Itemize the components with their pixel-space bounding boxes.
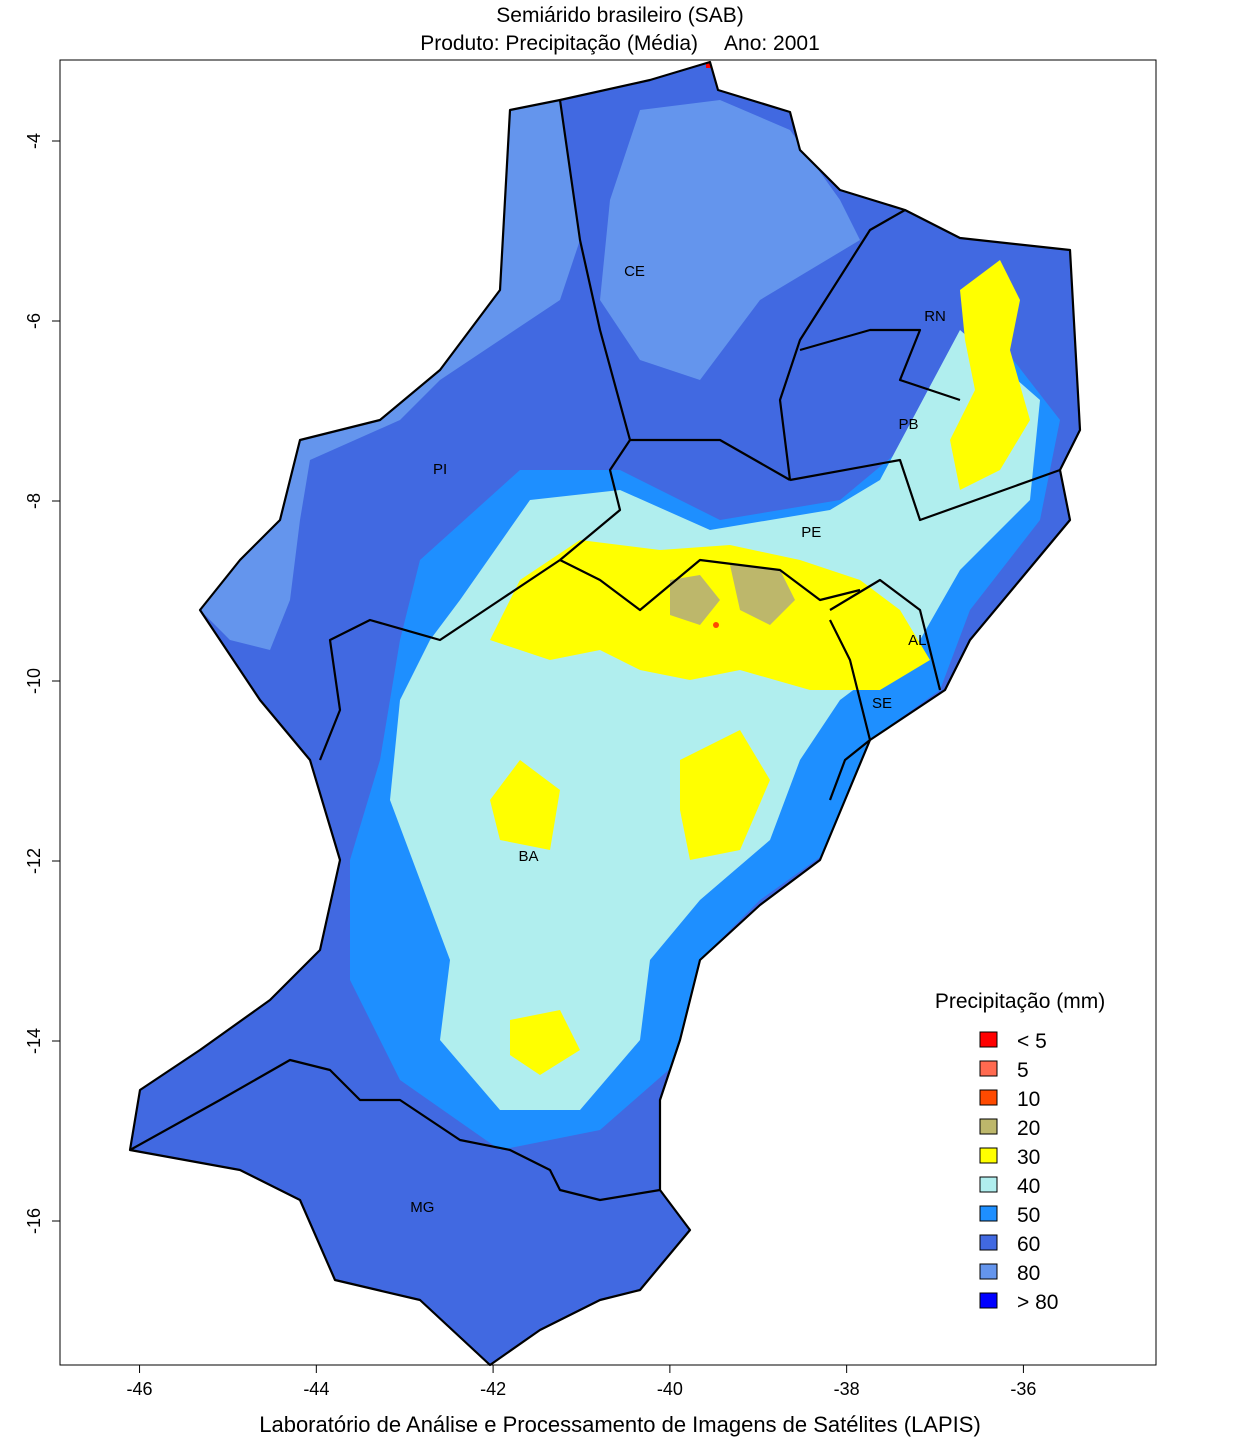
state-label-ce: CE (624, 263, 645, 280)
zone-80-north (600, 100, 860, 380)
legend-swatch (979, 1234, 998, 1251)
state-label-pb: PB (899, 416, 919, 433)
x-tick-label: -44 (303, 1379, 329, 1399)
y-tick-label: -12 (24, 848, 44, 874)
legend-swatch (979, 1292, 998, 1309)
border-ce-rn (778, 209, 906, 481)
x-tick-label: -36 (1010, 1379, 1036, 1399)
legend-label: 40 (1017, 1175, 1040, 1198)
border-pb-pe (789, 458, 1061, 522)
border-pi-ba (318, 559, 561, 761)
zone-30-south-a (490, 760, 560, 850)
y-tick-label: -14 (24, 1028, 44, 1054)
zone-40 (390, 330, 1040, 1110)
border-ba-mg (129, 1058, 661, 1202)
x-tick-label: -46 (127, 1379, 153, 1399)
legend-label: < 5 (1017, 1030, 1047, 1053)
legend-swatch (979, 1147, 998, 1164)
y-tick-label: -10 (24, 668, 44, 694)
zone-30-central (490, 540, 930, 690)
legend-label: 5 (1017, 1059, 1029, 1082)
state-label-se: SE (872, 695, 892, 712)
x-tick-label: -40 (657, 1379, 683, 1399)
state-label-pi: PI (433, 461, 447, 478)
legend-label: 80 (1017, 1262, 1040, 1285)
legend-label: 60 (1017, 1233, 1040, 1256)
legend-label: 30 (1017, 1146, 1040, 1169)
region-outline (128, 60, 1082, 1367)
y-tick-label: -8 (24, 493, 44, 509)
precipitation-field (130, 62, 1080, 1365)
legend-swatch (979, 1118, 998, 1135)
y-axis: -4 -6 -8 -10 -12 -14 -16 (24, 133, 60, 1234)
footer-credit: Laboratório de Análise e Processamento d… (259, 1412, 981, 1437)
year-label: Ano: 2001 (724, 32, 820, 55)
y-tick-label: -6 (24, 313, 44, 329)
legend-items: < 5 5 10 20 30 40 50 60 80 > 80 (979, 1030, 1058, 1314)
legend: Precipitação (mm) < 5 5 10 20 30 40 50 60 80 > 80 (935, 990, 1105, 1314)
zone-80-west (200, 100, 580, 650)
state-labels: CE RN PB PI PE AL SE BA MG (410, 263, 946, 1216)
border-rn-pb (799, 328, 961, 402)
border-pe-ba (559, 558, 861, 612)
zone-10-spot (713, 622, 719, 628)
plot-frame (59, 59, 1157, 1366)
legend-title: Precipitação (mm) (935, 990, 1105, 1013)
state-label-mg: MG (410, 1199, 434, 1216)
zone-30-ne (950, 260, 1030, 490)
border-se (828, 619, 872, 801)
zone-30-south-b (680, 730, 770, 860)
border-al (829, 578, 942, 691)
legend-swatch (979, 1060, 998, 1077)
legend-label: > 80 (1017, 1291, 1058, 1314)
state-label-al: AL (908, 632, 926, 649)
legend-swatch (979, 1089, 998, 1106)
zone-20 (670, 565, 795, 625)
state-boundaries (128, 60, 1082, 1367)
legend-swatch (979, 1176, 998, 1193)
legend-swatch (979, 1205, 998, 1222)
legend-swatch (979, 1263, 998, 1280)
y-tick-label: -16 (24, 1208, 44, 1234)
zone-30-south-c (510, 1010, 580, 1075)
border-ce-south (630, 438, 791, 481)
legend-label: 10 (1017, 1088, 1040, 1111)
y-tick-label: -4 (24, 133, 44, 149)
product-label: Produto: Precipitação (Média) (420, 32, 699, 55)
state-label-pe: PE (801, 524, 821, 541)
x-tick-label: -42 (480, 1379, 506, 1399)
x-tick-label: -38 (834, 1379, 860, 1399)
legend-label: 50 (1017, 1204, 1040, 1227)
state-label-rn: RN (924, 308, 946, 325)
legend-label: 20 (1017, 1117, 1040, 1140)
state-label-ba: BA (518, 848, 538, 865)
map-title: Semiárido brasileiro (SAB) (496, 4, 744, 27)
x-axis: -46 -44 -42 -40 -38 -36 (127, 1365, 1036, 1399)
legend-swatch (979, 1031, 998, 1048)
map-subtitle: Produto: Precipitação (Média) Ano: 2001 (0, 32, 1240, 56)
